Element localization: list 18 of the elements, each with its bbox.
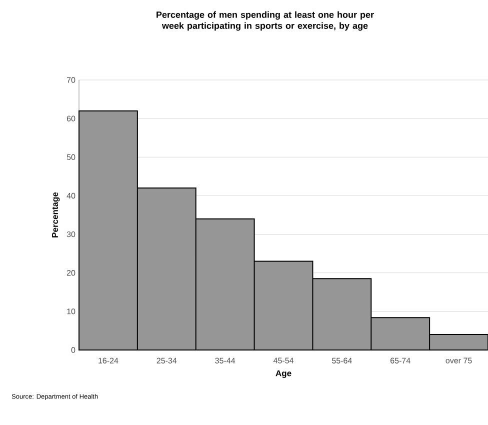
y-tick-label: 20 [66,270,76,276]
y-tick-label: 30 [66,231,76,238]
y-axis-title: Percentage [52,192,60,238]
chart-title: Percentage of men spending at least one hour per week participating in sports or exercise, by age [156,11,374,31]
x-tick-label: 55-64 [332,358,352,364]
x-tick-label: over 75 [446,358,472,364]
x-axis-title: Age [276,370,292,378]
y-tick-label: 50 [66,154,76,160]
x-tick-label: 35-44 [215,358,236,364]
x-tick-label: 16-24 [98,358,118,364]
y-tick-label: 60 [66,116,76,122]
y-tick-label: 70 [66,77,76,83]
y-tick-label: 10 [67,308,76,314]
y-tick-label: 40 [66,192,76,199]
x-tick-label: 45-54 [273,358,294,364]
x-tick-label: 65-74 [390,358,410,364]
x-tick-label: 25-34 [156,358,177,364]
y-tick-label: 0 [71,347,76,353]
